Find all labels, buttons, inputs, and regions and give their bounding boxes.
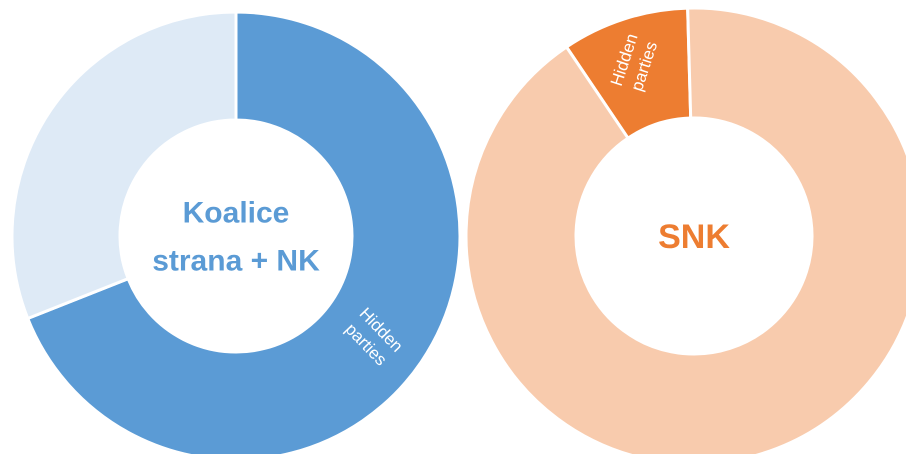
chart-center-title: SNK — [658, 218, 730, 256]
chart-center-title: Koalice strana + NK — [152, 197, 320, 278]
donut-slice — [10, 10, 238, 321]
donut-slice — [25, 10, 462, 454]
donut-slice — [464, 6, 906, 454]
